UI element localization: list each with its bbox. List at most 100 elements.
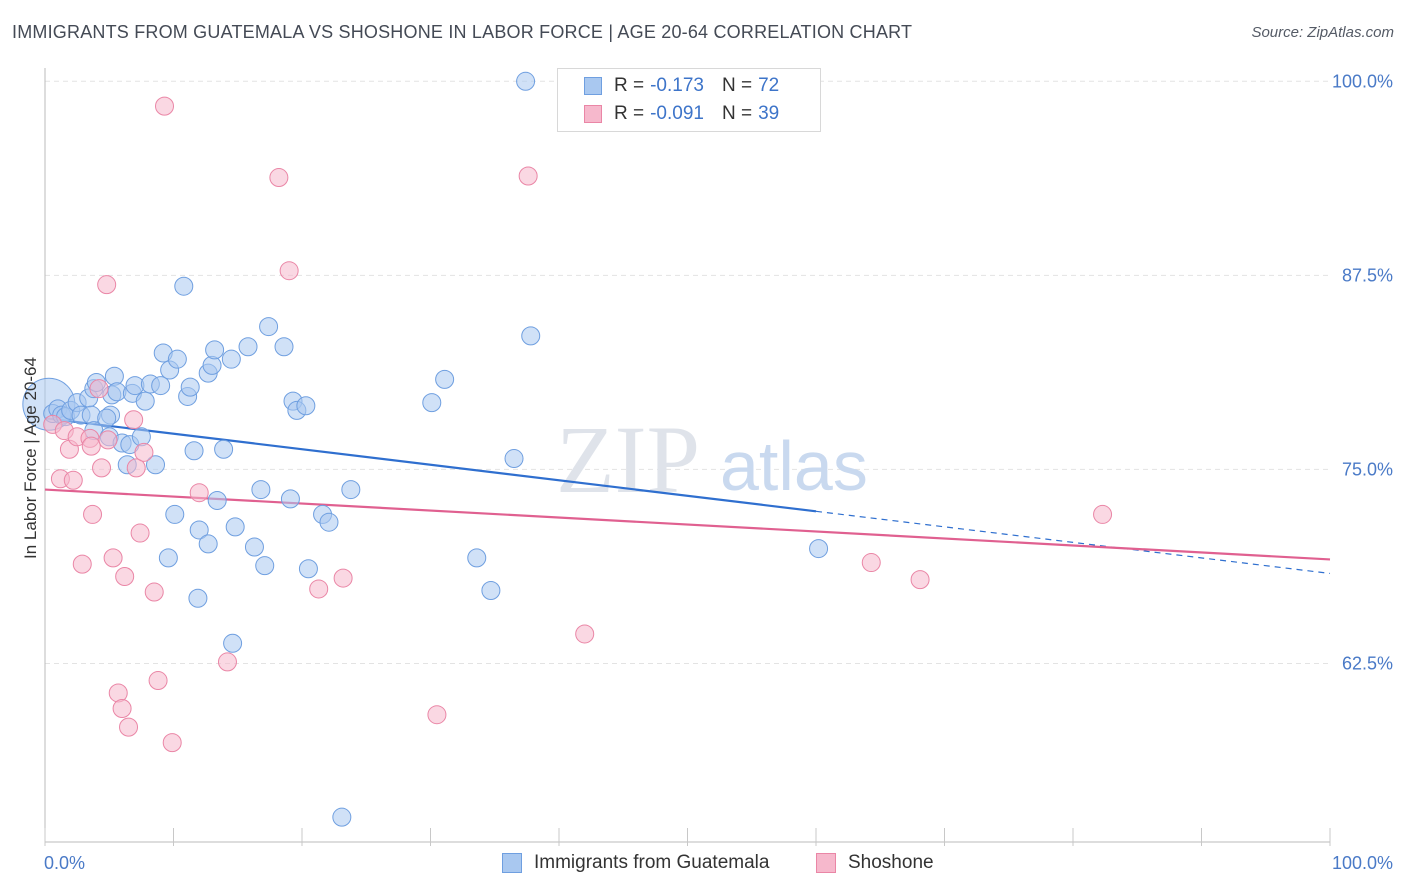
point-guatemala [184,441,204,461]
y-tick-label: 87.5% [1342,265,1393,285]
point-guatemala [274,337,294,357]
point-shoshone [112,698,132,718]
legend-label: Immigrants from Guatemala [534,852,770,873]
point-guatemala [298,559,318,579]
point-shoshone [81,436,101,456]
point-guatemala [202,355,222,375]
point-shoshone [861,553,881,573]
point-shoshone [279,261,299,281]
point-shoshone [309,579,329,599]
source-label: Source: ZipAtlas.com [1251,24,1394,41]
trend-line-shoshone [44,488,1331,561]
r-label: R = [614,75,645,96]
point-guatemala [131,427,151,447]
point-guatemala [167,349,187,369]
point-guatemala [238,337,258,357]
point-shoshone [162,733,182,753]
point-shoshone [518,166,538,186]
point-guatemala [435,369,455,389]
data-points [22,71,1113,827]
axes [44,68,1331,846]
point-shoshone [92,458,112,478]
point-guatemala [189,520,209,540]
blue-swatch [502,853,522,873]
point-guatemala [259,317,279,337]
legend-item-guatemala: Immigrants from Guatemala [502,852,769,874]
legend-row-shoshone: R = -0.091 N = 39 [584,100,779,128]
point-guatemala [214,439,234,459]
y-tick-labels: 62.5% 75.0% 87.5% 100.0% [1332,71,1393,673]
point-shoshone [155,96,175,116]
legend-row-guatemala: R = -0.173 N = 72 [584,72,779,100]
point-guatemala [332,807,352,827]
point-guatemala [255,556,275,576]
x-tick-label: 0.0% [44,853,85,873]
point-shoshone [119,717,139,737]
point-shoshone [103,548,123,568]
point-shoshone [97,275,117,295]
point-guatemala [341,480,361,500]
point-shoshone [108,683,128,703]
point-guatemala [151,376,171,396]
pink-swatch [584,105,602,123]
point-shoshone [63,470,83,490]
point-guatemala [225,517,245,537]
point-shoshone [126,458,146,478]
point-guatemala [158,548,178,568]
series-legend: Immigrants from Guatemala Shoshone [0,852,1406,878]
point-shoshone [575,624,595,644]
point-guatemala [174,276,194,296]
pink-swatch [816,853,836,873]
point-guatemala [516,71,536,91]
n-label: N = [721,103,753,124]
trend-extension-guatemala [815,510,1331,575]
point-guatemala [319,512,339,532]
point-guatemala [504,449,524,469]
point-shoshone [189,483,209,503]
x-tick-labels: 0.0% 100.0% [44,853,1393,873]
r-label: R = [614,103,645,124]
point-shoshone [1093,504,1113,524]
watermark: ZIP atlas [556,406,868,513]
n-value: 72 [758,75,780,96]
point-shoshone [89,379,109,399]
point-shoshone [148,671,168,691]
y-axis-label: In Labor Force | Age 20-64 [21,357,40,559]
point-shoshone [115,567,135,587]
point-guatemala [205,340,225,360]
r-value: -0.091 [650,103,704,124]
point-shoshone [910,570,930,590]
point-guatemala [221,349,241,369]
point-guatemala [251,480,271,500]
watermark-atlas: atlas [720,427,868,505]
legend-item-shoshone: Shoshone [816,852,934,874]
point-guatemala [81,405,101,425]
point-shoshone [144,582,164,602]
point-guatemala [422,393,442,413]
point-guatemala [104,366,124,386]
point-guatemala [296,396,316,416]
y-tick-label: 75.0% [1342,459,1393,479]
n-value: 39 [758,103,780,124]
point-guatemala [165,504,185,524]
point-shoshone [333,568,353,588]
point-guatemala [481,580,501,600]
y-tick-label: 100.0% [1332,71,1393,91]
point-guatemala [135,391,155,411]
point-guatemala [521,326,541,346]
correlation-legend: R = -0.173 N = 72 R = -0.091 N = 39 [557,68,821,132]
point-shoshone [124,410,144,430]
point-guatemala [188,588,208,608]
chart-title: IMMIGRANTS FROM GUATEMALA VS SHOSHONE IN… [12,22,913,42]
point-shoshone [130,523,150,543]
point-shoshone [217,652,237,672]
point-shoshone [427,705,447,725]
point-guatemala [223,633,243,653]
point-guatemala [467,548,487,568]
n-label: N = [721,75,753,96]
watermark-zip: ZIP [556,406,700,513]
point-guatemala [809,539,829,559]
trend-lines [44,417,1331,575]
legend-label: Shoshone [848,852,934,873]
